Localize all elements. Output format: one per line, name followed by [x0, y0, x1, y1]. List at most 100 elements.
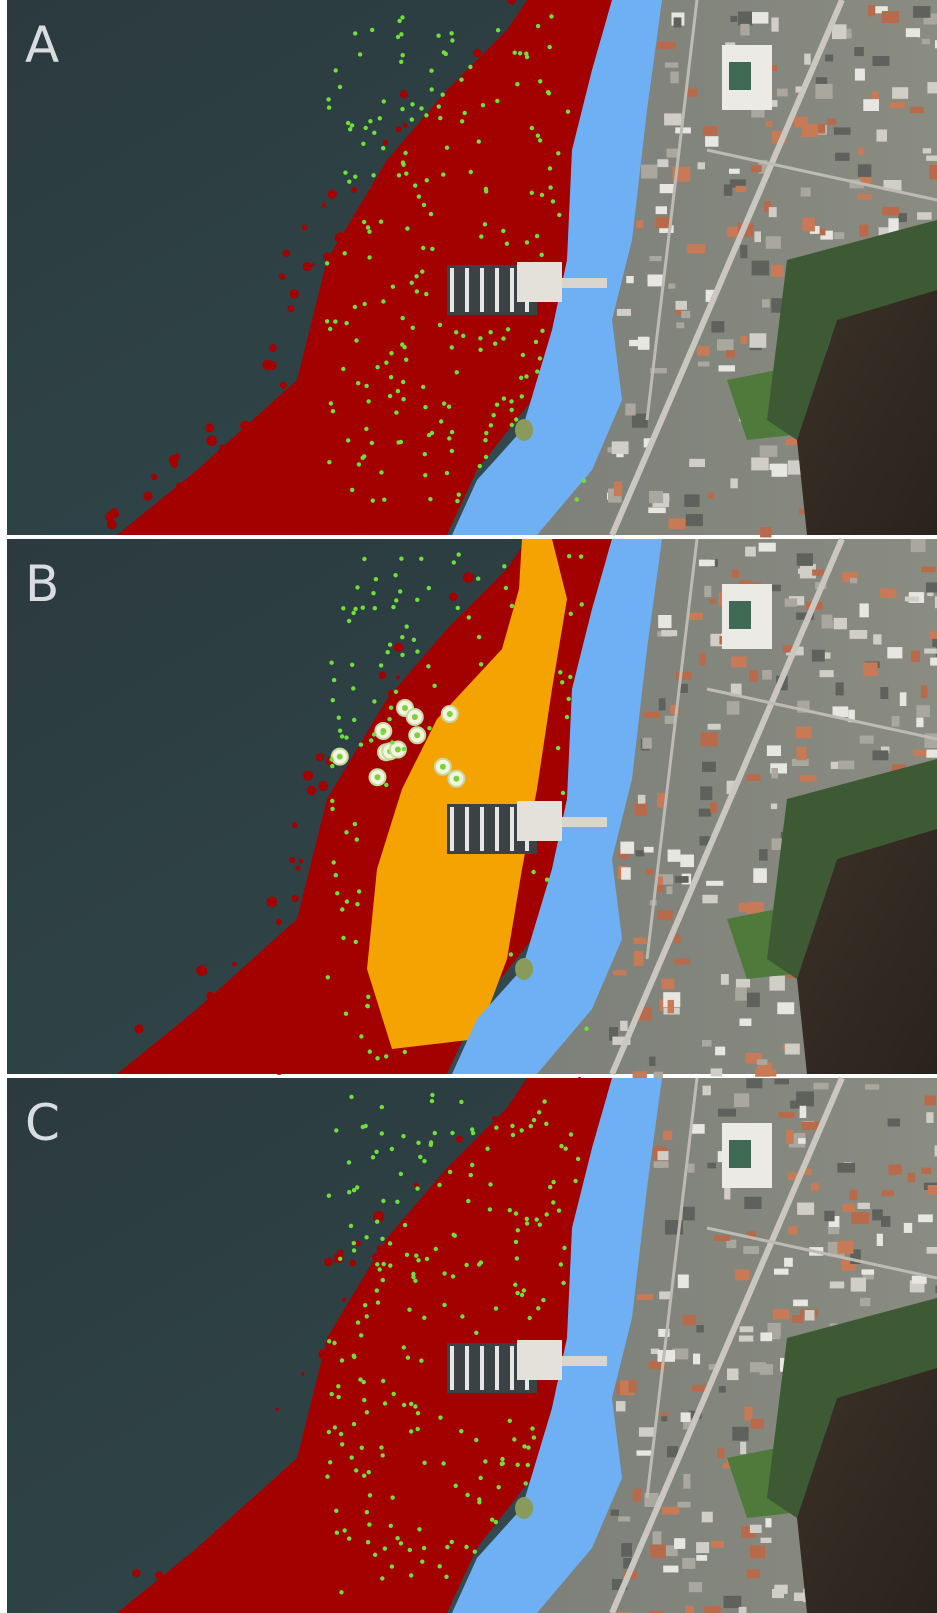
- building: [769, 207, 777, 217]
- green-point: [336, 1384, 340, 1388]
- flood-speckle: [342, 1298, 346, 1302]
- green-point: [395, 1536, 399, 1540]
- green-point: [548, 1185, 552, 1189]
- building: [708, 724, 721, 730]
- flood-speckle: [510, 1260, 517, 1267]
- green-point: [380, 1105, 384, 1109]
- green-point: [427, 586, 431, 590]
- green-point: [395, 1200, 399, 1204]
- building: [699, 560, 715, 567]
- flood-speckle: [318, 926, 323, 931]
- flood-speckle: [240, 421, 251, 432]
- building: [802, 218, 815, 232]
- flood-speckle: [431, 1360, 439, 1368]
- green-point: [399, 557, 403, 561]
- green-point: [348, 127, 352, 131]
- green-point: [349, 1224, 353, 1228]
- green-point: [562, 1246, 566, 1250]
- green-point: [362, 1398, 366, 1402]
- green-point: [340, 907, 344, 911]
- flood-speckle: [428, 330, 436, 338]
- green-point: [404, 358, 408, 362]
- building: [814, 1083, 829, 1090]
- building: [850, 630, 868, 639]
- building: [724, 1186, 730, 1199]
- green-point: [573, 1179, 577, 1183]
- green-point: [413, 1279, 417, 1283]
- green-point: [450, 430, 454, 434]
- green-point: [513, 1283, 517, 1287]
- green-point: [561, 791, 565, 795]
- green-point: [380, 1237, 384, 1241]
- building: [929, 632, 937, 639]
- green-point: [421, 385, 425, 389]
- building: [658, 42, 676, 49]
- green-point: [340, 1442, 344, 1446]
- green-point: [528, 1316, 532, 1320]
- building: [706, 881, 723, 886]
- flood-speckle: [284, 462, 293, 471]
- flood-speckle: [550, 115, 559, 124]
- green-point: [330, 1392, 334, 1396]
- flood-speckle: [410, 466, 414, 470]
- building: [662, 1507, 679, 1515]
- flood-speckle: [528, 1266, 531, 1269]
- building: [717, 339, 734, 350]
- green-point: [459, 1429, 463, 1433]
- flood-speckle: [314, 359, 321, 366]
- green-point: [399, 1172, 403, 1176]
- green-point: [380, 1131, 384, 1135]
- green-point: [566, 110, 570, 114]
- building: [888, 1165, 901, 1175]
- building: [664, 113, 681, 125]
- green-point: [423, 452, 427, 456]
- green-point: [381, 299, 385, 303]
- flood-speckle: [176, 482, 182, 488]
- building: [751, 165, 762, 172]
- building: [762, 670, 772, 680]
- green-point: [359, 743, 363, 747]
- green-point: [394, 690, 398, 694]
- green-point: [575, 497, 579, 501]
- green-point: [532, 1118, 536, 1122]
- green-point: [459, 1100, 463, 1104]
- green-point: [455, 370, 459, 374]
- pier: [562, 1356, 607, 1366]
- building: [882, 1190, 895, 1196]
- building: [727, 701, 740, 715]
- building: [681, 311, 690, 318]
- green-point: [452, 560, 456, 564]
- green-point: [401, 160, 405, 164]
- pontoon: [510, 1346, 514, 1390]
- green-point: [390, 1147, 394, 1151]
- green-point: [361, 142, 365, 146]
- building: [642, 738, 652, 749]
- building: [905, 597, 919, 602]
- building: [703, 1086, 711, 1096]
- flood-speckle: [324, 1258, 333, 1267]
- flood-speckle: [240, 1003, 248, 1011]
- green-point: [520, 394, 524, 398]
- green-point: [365, 1510, 369, 1514]
- building: [926, 1112, 933, 1123]
- building: [663, 1131, 672, 1141]
- building: [674, 935, 680, 943]
- green-point: [448, 1170, 452, 1174]
- green-point: [565, 715, 569, 719]
- green-point: [559, 1144, 563, 1148]
- building: [930, 658, 937, 666]
- building: [676, 672, 692, 680]
- building: [730, 478, 737, 488]
- flood-speckle: [371, 825, 379, 833]
- green-point: [332, 1341, 336, 1345]
- green-point: [423, 405, 427, 409]
- green-point: [516, 1463, 520, 1467]
- green-point: [400, 107, 404, 111]
- flood-speckle: [331, 930, 342, 941]
- green-point: [391, 1495, 395, 1499]
- flood-speckle: [151, 474, 157, 480]
- building: [740, 245, 747, 258]
- flood-speckle: [368, 1583, 374, 1589]
- building: [863, 662, 877, 676]
- building: [881, 1216, 890, 1227]
